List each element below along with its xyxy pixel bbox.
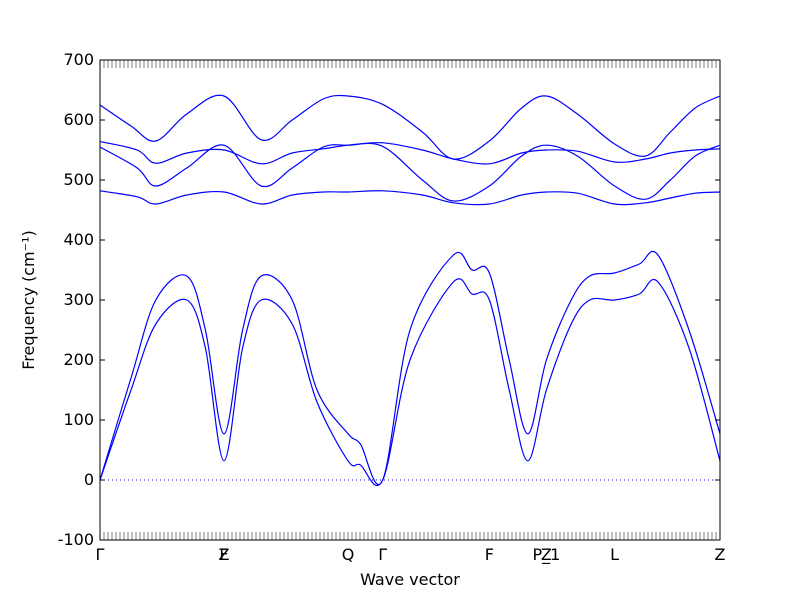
x-tick-label: Γ bbox=[96, 545, 105, 564]
y-tick-label: -100 bbox=[58, 530, 94, 549]
y-tick-label: 600 bbox=[63, 110, 94, 129]
x-tick-label: Z bbox=[541, 545, 552, 564]
x-tick-label: F bbox=[485, 545, 494, 564]
x-tick-label: L bbox=[610, 545, 619, 564]
x-tick-labels: Γ ZF Q Γ F P_1Z L Z bbox=[96, 545, 726, 565]
y-tick-label: 100 bbox=[63, 410, 94, 429]
x-tick-label: Q bbox=[342, 545, 355, 564]
x-tick-label: Γ bbox=[378, 545, 387, 564]
y-tick-label: 400 bbox=[63, 230, 94, 249]
y-tick-label: 500 bbox=[63, 170, 94, 189]
y-tick-labels: -100 0 100 200 300 400 500 600 700 bbox=[58, 50, 94, 549]
y-axis-title: Frequency (cm⁻¹) bbox=[19, 230, 38, 369]
y-tick-label: 0 bbox=[84, 470, 94, 489]
band-line-5 bbox=[99, 141, 721, 165]
x-tick-label: P_1 bbox=[532, 545, 560, 565]
x-tick-label: Z bbox=[219, 545, 230, 564]
band-line-3 bbox=[99, 190, 721, 206]
band-line-6 bbox=[99, 94, 721, 160]
band-line-1 bbox=[99, 278, 721, 487]
plot-frame bbox=[99, 59, 721, 541]
y-tick-label: 200 bbox=[63, 350, 94, 369]
band-line-2 bbox=[99, 250, 721, 485]
axis-ticks bbox=[99, 59, 721, 541]
x-tick-label: F bbox=[219, 545, 228, 564]
y-tick-label: 300 bbox=[63, 290, 94, 309]
x-tick-label: Z bbox=[715, 545, 726, 564]
x-axis-title: Wave vector bbox=[360, 570, 460, 589]
y-tick-label: 700 bbox=[63, 50, 94, 69]
series-layer bbox=[99, 94, 721, 487]
band-line-4 bbox=[99, 142, 721, 202]
